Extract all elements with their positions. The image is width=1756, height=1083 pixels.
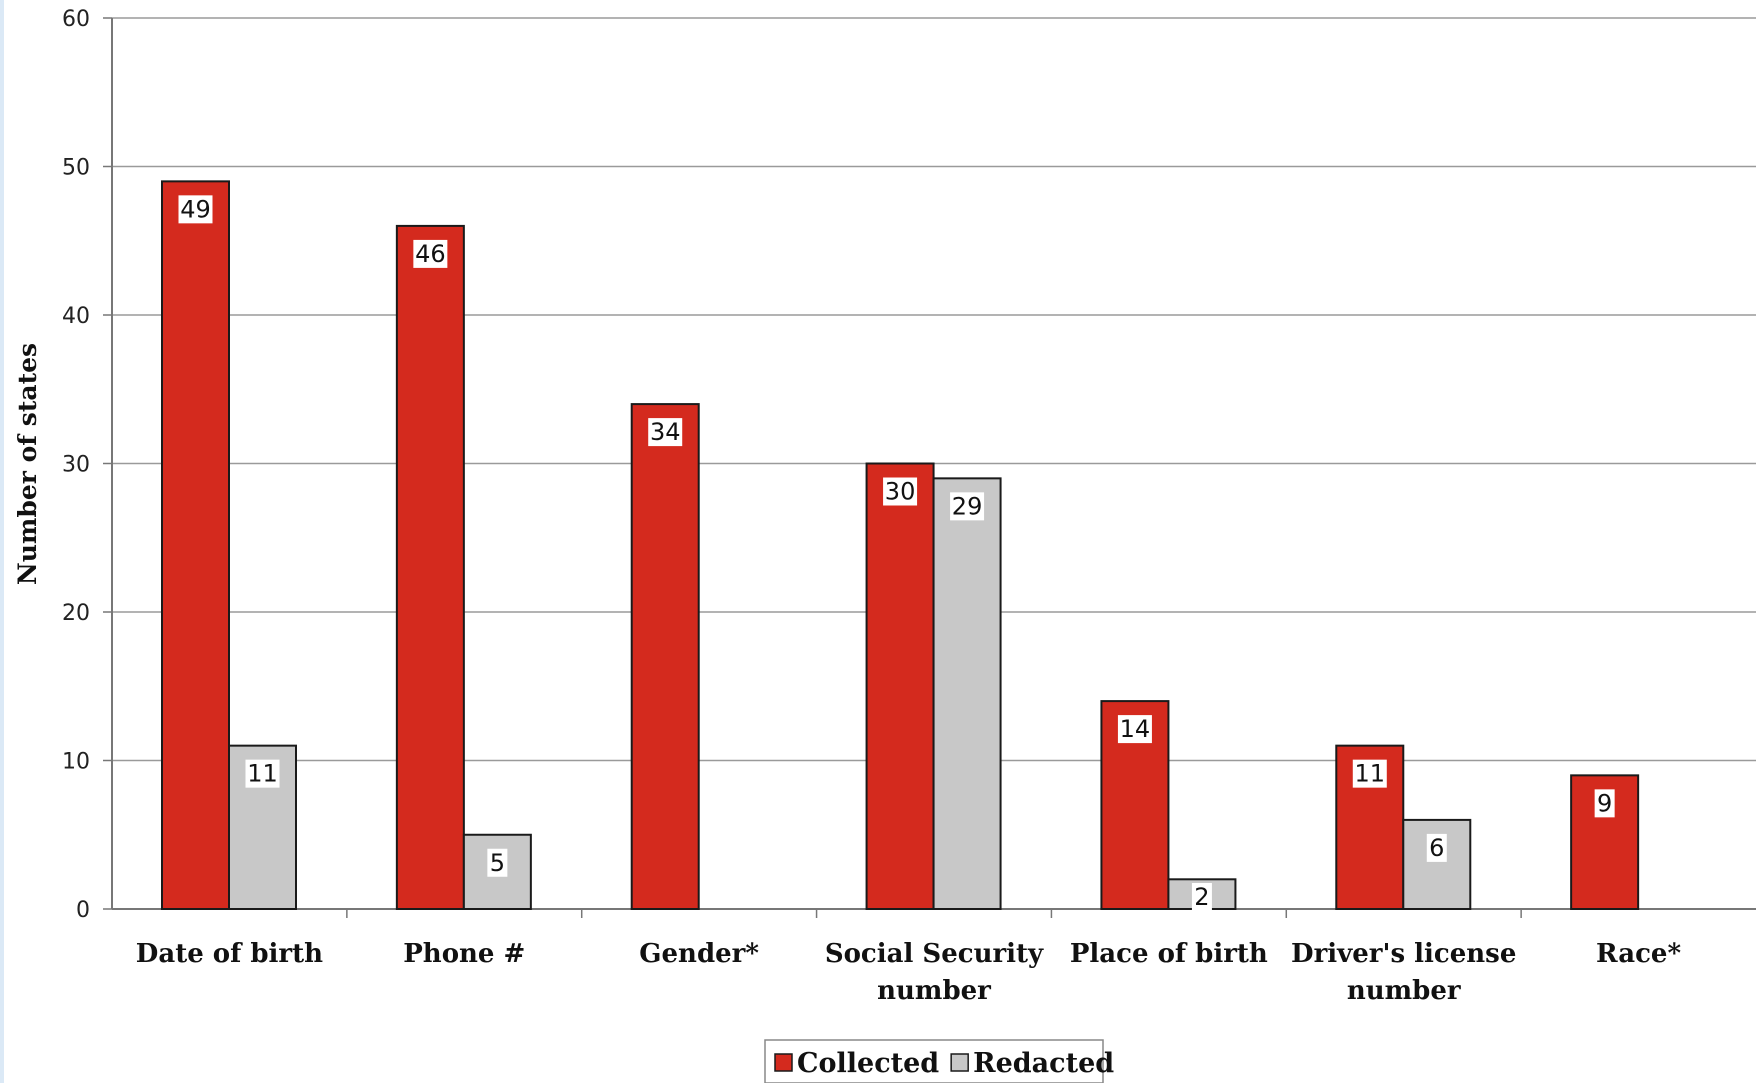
y-tick-label-0: 0 [76, 898, 90, 923]
category-label-5: Driver's license [1291, 939, 1516, 969]
y-tick-label-60: 60 [62, 7, 90, 32]
category-label-0: Date of birth [136, 939, 323, 969]
data-label-collected-3: 30 [885, 478, 916, 506]
data-label-collected-5: 11 [1355, 760, 1386, 788]
legend-label-redacted: Redacted [973, 1048, 1114, 1079]
data-label-collected-0: 49 [180, 195, 211, 223]
data-label-collected-6: 9 [1597, 789, 1612, 817]
data-label-redacted-5: 6 [1429, 834, 1444, 862]
bar-collected-1 [397, 226, 464, 909]
category-label-2: Gender* [639, 939, 759, 969]
category-label-1: Phone # [403, 939, 525, 969]
y-tick-label-20: 20 [62, 601, 90, 626]
bar-collected-0 [162, 181, 229, 909]
category-label-3: number [877, 976, 991, 1006]
bar-collected-3 [867, 464, 934, 910]
data-label-redacted-0: 11 [247, 760, 278, 788]
data-label-collected-4: 14 [1120, 715, 1151, 743]
bars [162, 181, 1638, 909]
data-label-collected-2: 34 [650, 418, 681, 446]
category-label-6: Race* [1596, 939, 1681, 969]
category-label-5: number [1347, 976, 1461, 1006]
y-axis-title: Number of states [13, 343, 42, 585]
data-label-redacted-1: 5 [490, 849, 505, 877]
y-tick-label-40: 40 [62, 304, 90, 329]
category-label-3: Social Security [825, 939, 1044, 969]
bar-redacted-3 [934, 478, 1001, 909]
y-tick-label-10: 10 [62, 750, 90, 775]
legend: Collected Redacted [765, 1040, 1114, 1083]
data-label-redacted-4: 2 [1194, 883, 1209, 911]
legend-swatch-redacted [951, 1054, 968, 1071]
bar-collected-2 [632, 404, 699, 909]
data-label-redacted-3: 29 [952, 492, 983, 520]
legend-label-collected: Collected [797, 1048, 939, 1079]
legend-swatch-collected [775, 1054, 792, 1071]
y-tick-label-50: 50 [62, 156, 90, 181]
data-label-collected-1: 46 [415, 240, 446, 268]
y-tick-label-30: 30 [62, 453, 90, 478]
category-label-4: Place of birth [1070, 939, 1268, 969]
category-labels: Date of birth Phone # Gender* Social Securi… [136, 939, 1682, 1006]
